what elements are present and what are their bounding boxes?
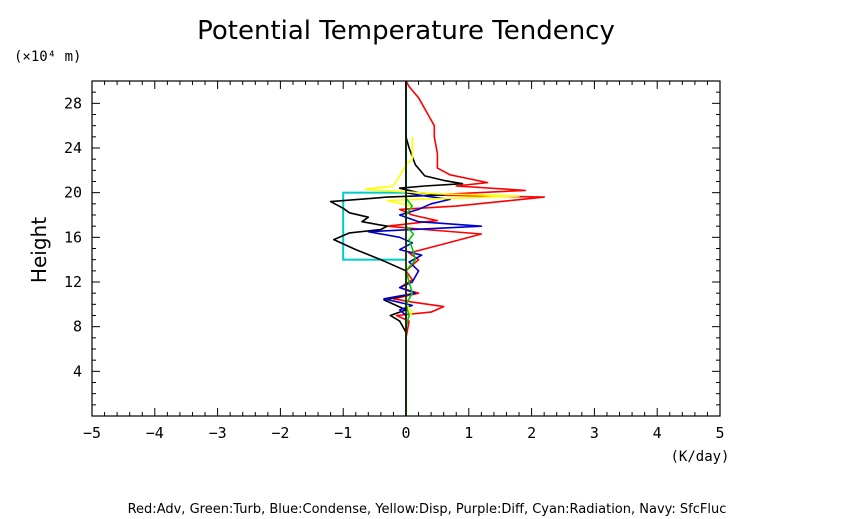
y-tick-label: 12 xyxy=(64,273,82,291)
y-tick-label: 16 xyxy=(64,228,82,246)
series-line xyxy=(386,81,545,416)
plot-frame xyxy=(91,80,721,417)
y-tick-label: 4 xyxy=(73,362,82,380)
x-tick-label: −5 xyxy=(83,424,101,442)
x-tick-label: 1 xyxy=(464,424,473,442)
x-axis-unit: (K/day) xyxy=(670,449,729,465)
series-line xyxy=(367,81,483,416)
y-tick-label: 20 xyxy=(64,184,82,202)
x-tick-label: 2 xyxy=(527,424,536,442)
x-tick-label: 4 xyxy=(653,424,662,442)
y-tick-label: 28 xyxy=(64,94,82,112)
x-tick-label: 0 xyxy=(401,424,410,442)
series-line xyxy=(364,136,520,416)
series-line xyxy=(405,81,417,416)
chart-title: Potential Temperature Tendency xyxy=(197,16,615,46)
x-tick-label: 3 xyxy=(590,424,599,442)
y-axis-unit: (×10⁴ m) xyxy=(14,49,81,65)
legend-text: Red:Adv, Green:Turb, Blue:Condense, Yell… xyxy=(128,502,727,517)
series-line xyxy=(329,81,464,416)
y-axis-label: Height xyxy=(27,217,51,283)
x-tick-label: −4 xyxy=(146,424,164,442)
y-tick-label: 8 xyxy=(73,318,82,336)
y-tick-label: 24 xyxy=(64,139,82,157)
x-tick-label: 5 xyxy=(715,424,724,442)
x-tick-label: −1 xyxy=(334,424,352,442)
x-tick-label: −3 xyxy=(209,424,227,442)
x-tick-label: −2 xyxy=(271,424,289,442)
